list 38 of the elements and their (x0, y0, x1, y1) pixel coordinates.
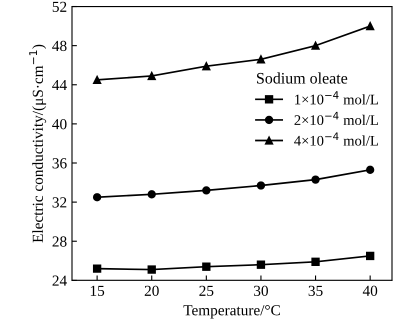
point (256, 55, 266, 64)
y-tick-label: 24 (52, 276, 67, 286)
point (311, 41, 320, 50)
point (148, 72, 156, 80)
point (366, 22, 374, 30)
point (311, 258, 320, 266)
y-tick-label: 28 (52, 236, 67, 247)
y-tick-label: 36 (52, 158, 67, 168)
y-tick-label: 52 (52, 2, 66, 12)
point (366, 252, 374, 260)
point (148, 190, 156, 198)
point (92, 76, 102, 84)
x-tick-label: 30 (254, 286, 268, 296)
y-axis-title: Electric conductivity/(μS·cm$^{−1}$) (29, 44, 46, 242)
legend-label: 4×10$^{−4}$ mol/L (294, 132, 378, 146)
y-tick-label: 32 (52, 197, 66, 208)
y-tick-label: 44 (52, 80, 67, 90)
point (311, 175, 320, 184)
point (202, 62, 210, 70)
x-tick-label: 40 (362, 286, 378, 296)
point (202, 186, 210, 195)
legend-label: 1×10$^{−4}$ mol/L (295, 91, 378, 104)
x-tick-label: 15 (90, 286, 104, 296)
x-tick-label: 25 (199, 286, 214, 296)
point (256, 181, 266, 190)
legend-label: 2×10$^{−4}$ mol/L (294, 112, 378, 126)
x-axis-title: Temperature/°C (184, 305, 280, 318)
x-tick-label: 20 (144, 286, 159, 296)
point (366, 166, 374, 174)
point (92, 193, 102, 202)
y-tick-label: 40 (52, 119, 67, 130)
legend-title: Sodium oleate (257, 72, 348, 84)
y-tick-label: 48 (52, 40, 67, 52)
point (256, 260, 266, 269)
point (148, 265, 156, 274)
point (92, 264, 102, 273)
point (202, 262, 210, 271)
x-tick-label: 35 (308, 286, 323, 296)
